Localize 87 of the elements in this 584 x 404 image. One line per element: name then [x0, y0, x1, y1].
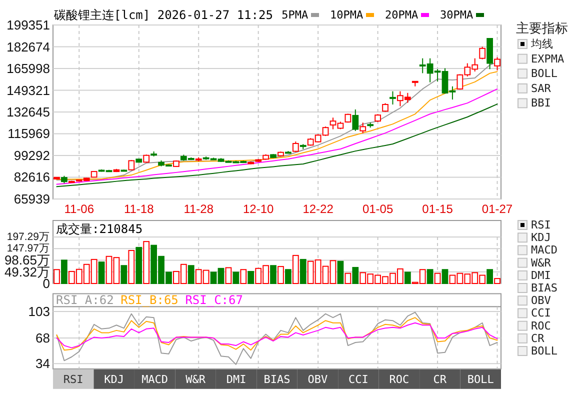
y-tick-label: 182674: [6, 39, 50, 54]
x-tick-label: 11-28: [184, 202, 214, 216]
line-series: [56, 317, 498, 351]
bar: [120, 265, 128, 284]
line-series: [56, 88, 498, 185]
y-tick-label: 103: [28, 304, 50, 320]
text: MACD: [142, 372, 168, 386]
text: 主要指标: [516, 20, 568, 36]
bar: [404, 272, 411, 284]
text: W&R: [531, 256, 552, 270]
x-tick-label: 11-18: [124, 202, 154, 216]
text: OBV: [531, 294, 552, 308]
x-tick-label: 11-06: [64, 202, 94, 216]
series-label: RSI_A:62: [56, 293, 114, 308]
text: OBV: [308, 372, 328, 386]
bar: [232, 272, 240, 284]
y-tick-label: 98.65万: [4, 252, 50, 268]
bar: [61, 260, 68, 284]
text: KDJ: [104, 372, 124, 386]
bar: [426, 269, 434, 284]
candlestick: [360, 122, 366, 134]
bar: [188, 265, 194, 284]
line-series: [56, 104, 498, 188]
candlestick: [292, 141, 299, 152]
x-tick-label: 12-10: [242, 202, 274, 216]
y-tick-label: 82616: [14, 170, 50, 185]
text: RSI_C:67: [185, 293, 243, 308]
legend-label: 20PMA: [385, 8, 418, 22]
y-tick-label: 34: [36, 356, 50, 372]
text: MACD: [531, 244, 558, 257]
bar: [98, 262, 105, 284]
legend-label: 10PMA: [330, 8, 364, 22]
bar: [337, 260, 344, 284]
bar: [270, 265, 276, 284]
bar: [285, 269, 292, 284]
text: BIAS: [531, 282, 558, 294]
x-tick-label: 12-22: [302, 202, 334, 216]
text: RSI: [531, 218, 551, 232]
y-tick-label: 65939: [14, 192, 50, 206]
text: 均线: [530, 38, 553, 50]
x-tick-label: 01-27: [482, 202, 513, 216]
text: SAR: [531, 82, 552, 95]
y-tick-label: 99292: [14, 148, 50, 163]
text: BOLL: [467, 372, 494, 386]
y-tick-label: 147.97万: [6, 242, 50, 255]
text: CR: [433, 372, 447, 386]
bar: [352, 266, 359, 284]
text: CCI: [348, 372, 368, 386]
text: BOLL: [531, 67, 558, 80]
y-tick-label: 199351: [6, 18, 50, 32]
bar: [248, 270, 254, 284]
x-tick-label: 01-15: [422, 202, 454, 216]
text: CCI: [531, 306, 551, 320]
text: BIAS: [264, 372, 290, 386]
legend-label: 5PMA: [282, 8, 308, 22]
candlestick: [479, 46, 486, 60]
text: BBI: [531, 96, 551, 110]
chart-title: 成交量:210845: [56, 222, 143, 236]
line-series: [56, 312, 498, 365]
bar: [136, 246, 142, 284]
y-tick-label: 149321: [6, 82, 50, 98]
y-tick-label: 165998: [6, 61, 50, 76]
y-tick-label: 115969: [8, 126, 50, 142]
chart-title: 碳酸锂主连[lcm] 2026-01-27 11:25: [53, 8, 273, 22]
x-tick-label: 01-05: [362, 202, 394, 216]
text: KDJ: [531, 231, 551, 244]
line-series: [56, 322, 498, 348]
bar: [442, 269, 448, 284]
text: ROC: [531, 319, 551, 332]
y-tick-label: 197.29万: [6, 231, 50, 243]
y-tick-label: 68: [36, 330, 50, 346]
legend-label: 30PMA: [440, 8, 474, 22]
bar: [300, 258, 306, 284]
series-label: RSI_B:65: [120, 293, 178, 308]
text: DMI: [531, 268, 551, 282]
text: W&R: [186, 372, 206, 386]
candlestick: [128, 160, 135, 171]
bar: [486, 269, 493, 284]
text: BOLL: [531, 344, 558, 358]
text: EXPMA: [531, 52, 564, 66]
text: RSI: [63, 372, 84, 386]
text: CR: [531, 332, 545, 345]
text: DMI: [226, 372, 246, 386]
candlestick: [352, 108, 359, 132]
text: ROC: [389, 372, 410, 386]
y-tick-label: 132645: [6, 104, 50, 120]
candlestick: [390, 90, 396, 105]
